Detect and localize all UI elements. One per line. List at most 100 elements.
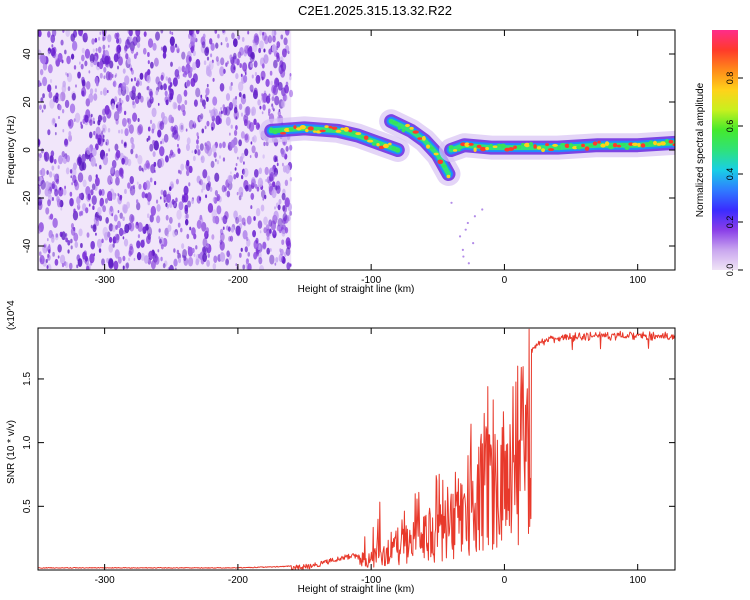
noise-speckle bbox=[195, 258, 200, 266]
ridge-faint-dot bbox=[467, 262, 470, 265]
noise-speckle bbox=[269, 172, 275, 182]
ridge-blob bbox=[452, 149, 458, 152]
noise-speckle bbox=[191, 33, 197, 44]
noise-speckle bbox=[196, 175, 201, 184]
noise-speckle bbox=[206, 175, 211, 183]
noise-speckle bbox=[188, 56, 192, 62]
noise-speckle bbox=[241, 217, 246, 226]
noise-speckle bbox=[231, 32, 235, 40]
noise-speckle bbox=[112, 192, 117, 200]
noise-speckle bbox=[225, 258, 229, 266]
noise-speckle bbox=[162, 52, 167, 59]
noise-speckle bbox=[250, 62, 253, 68]
noise-speckle bbox=[39, 152, 42, 159]
noise-speckle bbox=[142, 226, 147, 234]
noise-speckle bbox=[62, 155, 68, 164]
noise-speckle bbox=[98, 189, 103, 196]
noise-speckle bbox=[207, 253, 210, 258]
noise-speckle bbox=[289, 144, 293, 151]
noise-speckle bbox=[187, 256, 194, 267]
noise-speckle bbox=[146, 96, 149, 102]
noise-speckle bbox=[175, 178, 179, 185]
noise-speckle bbox=[274, 95, 280, 106]
noise-speckle bbox=[146, 226, 153, 237]
noise-speckle bbox=[118, 129, 121, 134]
noise-speckle bbox=[136, 202, 141, 211]
noise-speckle bbox=[70, 223, 74, 229]
noise-speckle bbox=[98, 248, 102, 253]
noise-speckle bbox=[91, 183, 96, 191]
noise-speckle bbox=[84, 114, 89, 123]
noise-speckle bbox=[152, 139, 156, 146]
noise-speckle bbox=[250, 192, 255, 200]
snr-x-label: Height of straight line (km) bbox=[298, 584, 415, 595]
noise-speckle bbox=[233, 174, 237, 180]
noise-speckle bbox=[62, 188, 67, 196]
noise-speckle bbox=[244, 72, 247, 76]
noise-speckle bbox=[247, 184, 252, 193]
noise-speckle bbox=[49, 155, 54, 164]
noise-speckle bbox=[208, 38, 213, 45]
noise-speckle bbox=[64, 185, 67, 190]
noise-speckle bbox=[146, 75, 151, 84]
noise-speckle bbox=[179, 170, 182, 175]
noise-speckle bbox=[170, 61, 173, 67]
noise-speckle bbox=[196, 132, 199, 137]
noise-speckle bbox=[212, 197, 215, 202]
noise-speckle bbox=[177, 143, 179, 148]
noise-speckle bbox=[88, 203, 91, 207]
noise-speckle bbox=[88, 174, 93, 182]
noise-speckle bbox=[99, 164, 102, 170]
noise-speckle bbox=[281, 48, 287, 58]
noise-speckle bbox=[273, 77, 280, 88]
noise-speckle bbox=[67, 119, 72, 127]
noise-speckle bbox=[238, 81, 244, 92]
noise-speckle bbox=[136, 30, 140, 35]
noise-speckle bbox=[168, 201, 173, 208]
noise-speckle bbox=[81, 79, 86, 87]
noise-speckle bbox=[160, 84, 164, 91]
noise-speckle bbox=[253, 35, 260, 46]
noise-speckle bbox=[60, 91, 66, 102]
noise-speckle bbox=[219, 155, 221, 159]
noise-speckle bbox=[233, 52, 237, 60]
noise-speckle bbox=[65, 72, 67, 76]
noise-speckle bbox=[266, 235, 270, 241]
noise-speckle bbox=[198, 216, 204, 226]
noise-speckle bbox=[117, 87, 123, 96]
noise-speckle bbox=[43, 104, 46, 110]
ridge-blob bbox=[331, 126, 338, 130]
ridge-blob bbox=[645, 142, 649, 147]
noise-speckle bbox=[48, 171, 53, 178]
colorbar-tick-label: 0.4 bbox=[725, 168, 735, 181]
noise-speckle bbox=[117, 256, 122, 264]
noise-speckle bbox=[205, 227, 210, 234]
noise-speckle bbox=[49, 98, 55, 109]
noise-speckle bbox=[242, 161, 245, 165]
ridge-blob bbox=[631, 142, 639, 147]
noise-speckle bbox=[264, 194, 267, 200]
ridge-blob bbox=[592, 141, 598, 146]
noise-speckle bbox=[212, 77, 215, 82]
noise-speckle bbox=[199, 115, 203, 122]
noise-speckle bbox=[281, 162, 284, 167]
noise-speckle bbox=[271, 44, 277, 53]
noise-speckle bbox=[202, 237, 208, 248]
noise-speckle bbox=[58, 186, 64, 197]
noise-speckle bbox=[205, 87, 210, 96]
noise-speckle bbox=[163, 199, 166, 204]
noise-speckle bbox=[278, 198, 282, 205]
noise-speckle bbox=[138, 165, 142, 172]
noise-speckle bbox=[163, 83, 167, 91]
noise-speckle bbox=[168, 186, 172, 192]
noise-speckle bbox=[89, 88, 94, 95]
spectrogram-noise-region bbox=[38, 30, 294, 270]
snr-y-multiplier: (x10^4) bbox=[6, 300, 17, 330]
noise-speckle bbox=[224, 192, 227, 196]
noise-speckle bbox=[155, 90, 159, 96]
noise-speckle bbox=[47, 64, 53, 74]
noise-speckle bbox=[62, 30, 65, 33]
noise-speckle bbox=[219, 142, 223, 149]
noise-speckle bbox=[277, 84, 281, 91]
noise-speckle bbox=[243, 75, 248, 83]
